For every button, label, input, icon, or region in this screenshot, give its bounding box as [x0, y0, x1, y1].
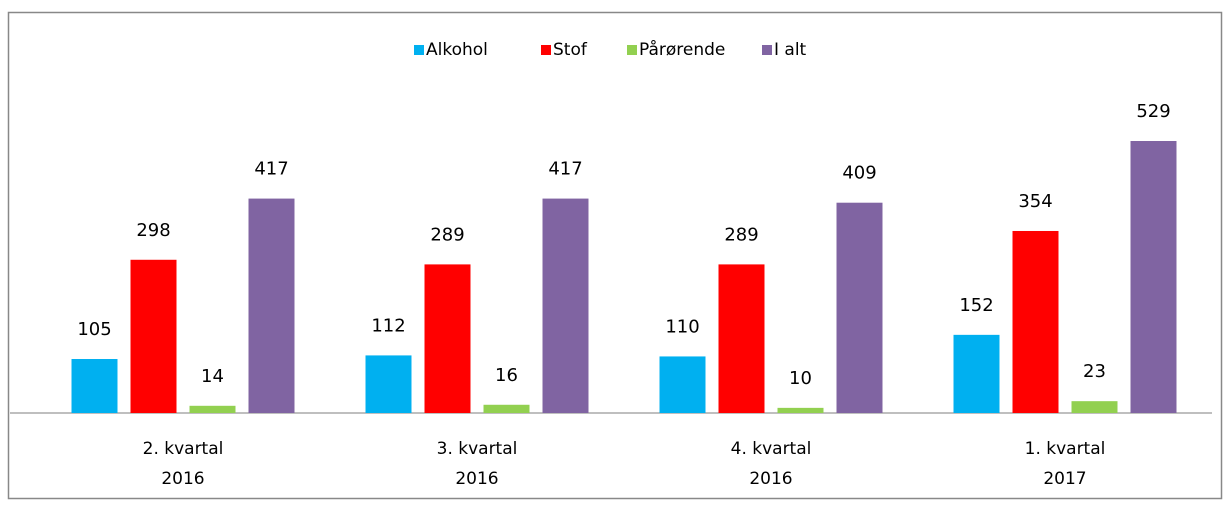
- data-label: 409: [842, 163, 876, 184]
- x-tick-label: 2. kvartal 2016: [142, 439, 224, 489]
- data-label: 529: [1136, 101, 1170, 122]
- bar: [542, 198, 589, 413]
- bar: [365, 355, 412, 413]
- bar: [1071, 401, 1118, 413]
- data-label: 289: [430, 224, 464, 245]
- legend-label: I alt: [774, 40, 807, 60]
- x-tick-label: 4. kvartal 2016: [730, 439, 812, 489]
- bar: [248, 198, 295, 413]
- bar: [130, 259, 177, 413]
- data-label: 289: [724, 224, 758, 245]
- legend-swatch: [627, 45, 637, 55]
- x-tick-label: 3. kvartal 2016: [436, 439, 518, 489]
- legend-label: Stof: [553, 40, 588, 60]
- chart-frame: [7, 11, 1223, 500]
- legend-label: Pårørende: [639, 39, 725, 60]
- data-label: 105: [77, 319, 111, 340]
- bar: [777, 407, 824, 413]
- bar: [659, 356, 706, 413]
- data-label: 16: [495, 365, 518, 386]
- data-label: 152: [959, 295, 993, 316]
- bar: [1012, 230, 1059, 413]
- data-label: 417: [548, 159, 582, 180]
- data-label: 417: [254, 159, 288, 180]
- bar: [424, 264, 471, 413]
- legend-swatch: [762, 45, 772, 55]
- bar: [189, 405, 236, 413]
- data-label: 354: [1018, 191, 1052, 212]
- bar: [718, 264, 765, 413]
- data-label: 112: [371, 315, 405, 336]
- legend-swatch: [541, 45, 551, 55]
- data-label: 23: [1083, 361, 1106, 382]
- data-label: 298: [136, 220, 170, 241]
- bar: [483, 404, 530, 413]
- bar: [71, 359, 118, 413]
- data-label: 110: [665, 316, 699, 337]
- legend-label: Alkohol: [426, 40, 488, 60]
- bar: [953, 334, 1000, 413]
- data-label: 14: [201, 366, 224, 387]
- data-label: 10: [789, 368, 812, 389]
- legend-swatch: [414, 45, 424, 55]
- bar: [1130, 141, 1177, 413]
- bar: [836, 202, 883, 413]
- x-tick-label: 1. kvartal 2017: [1024, 439, 1106, 489]
